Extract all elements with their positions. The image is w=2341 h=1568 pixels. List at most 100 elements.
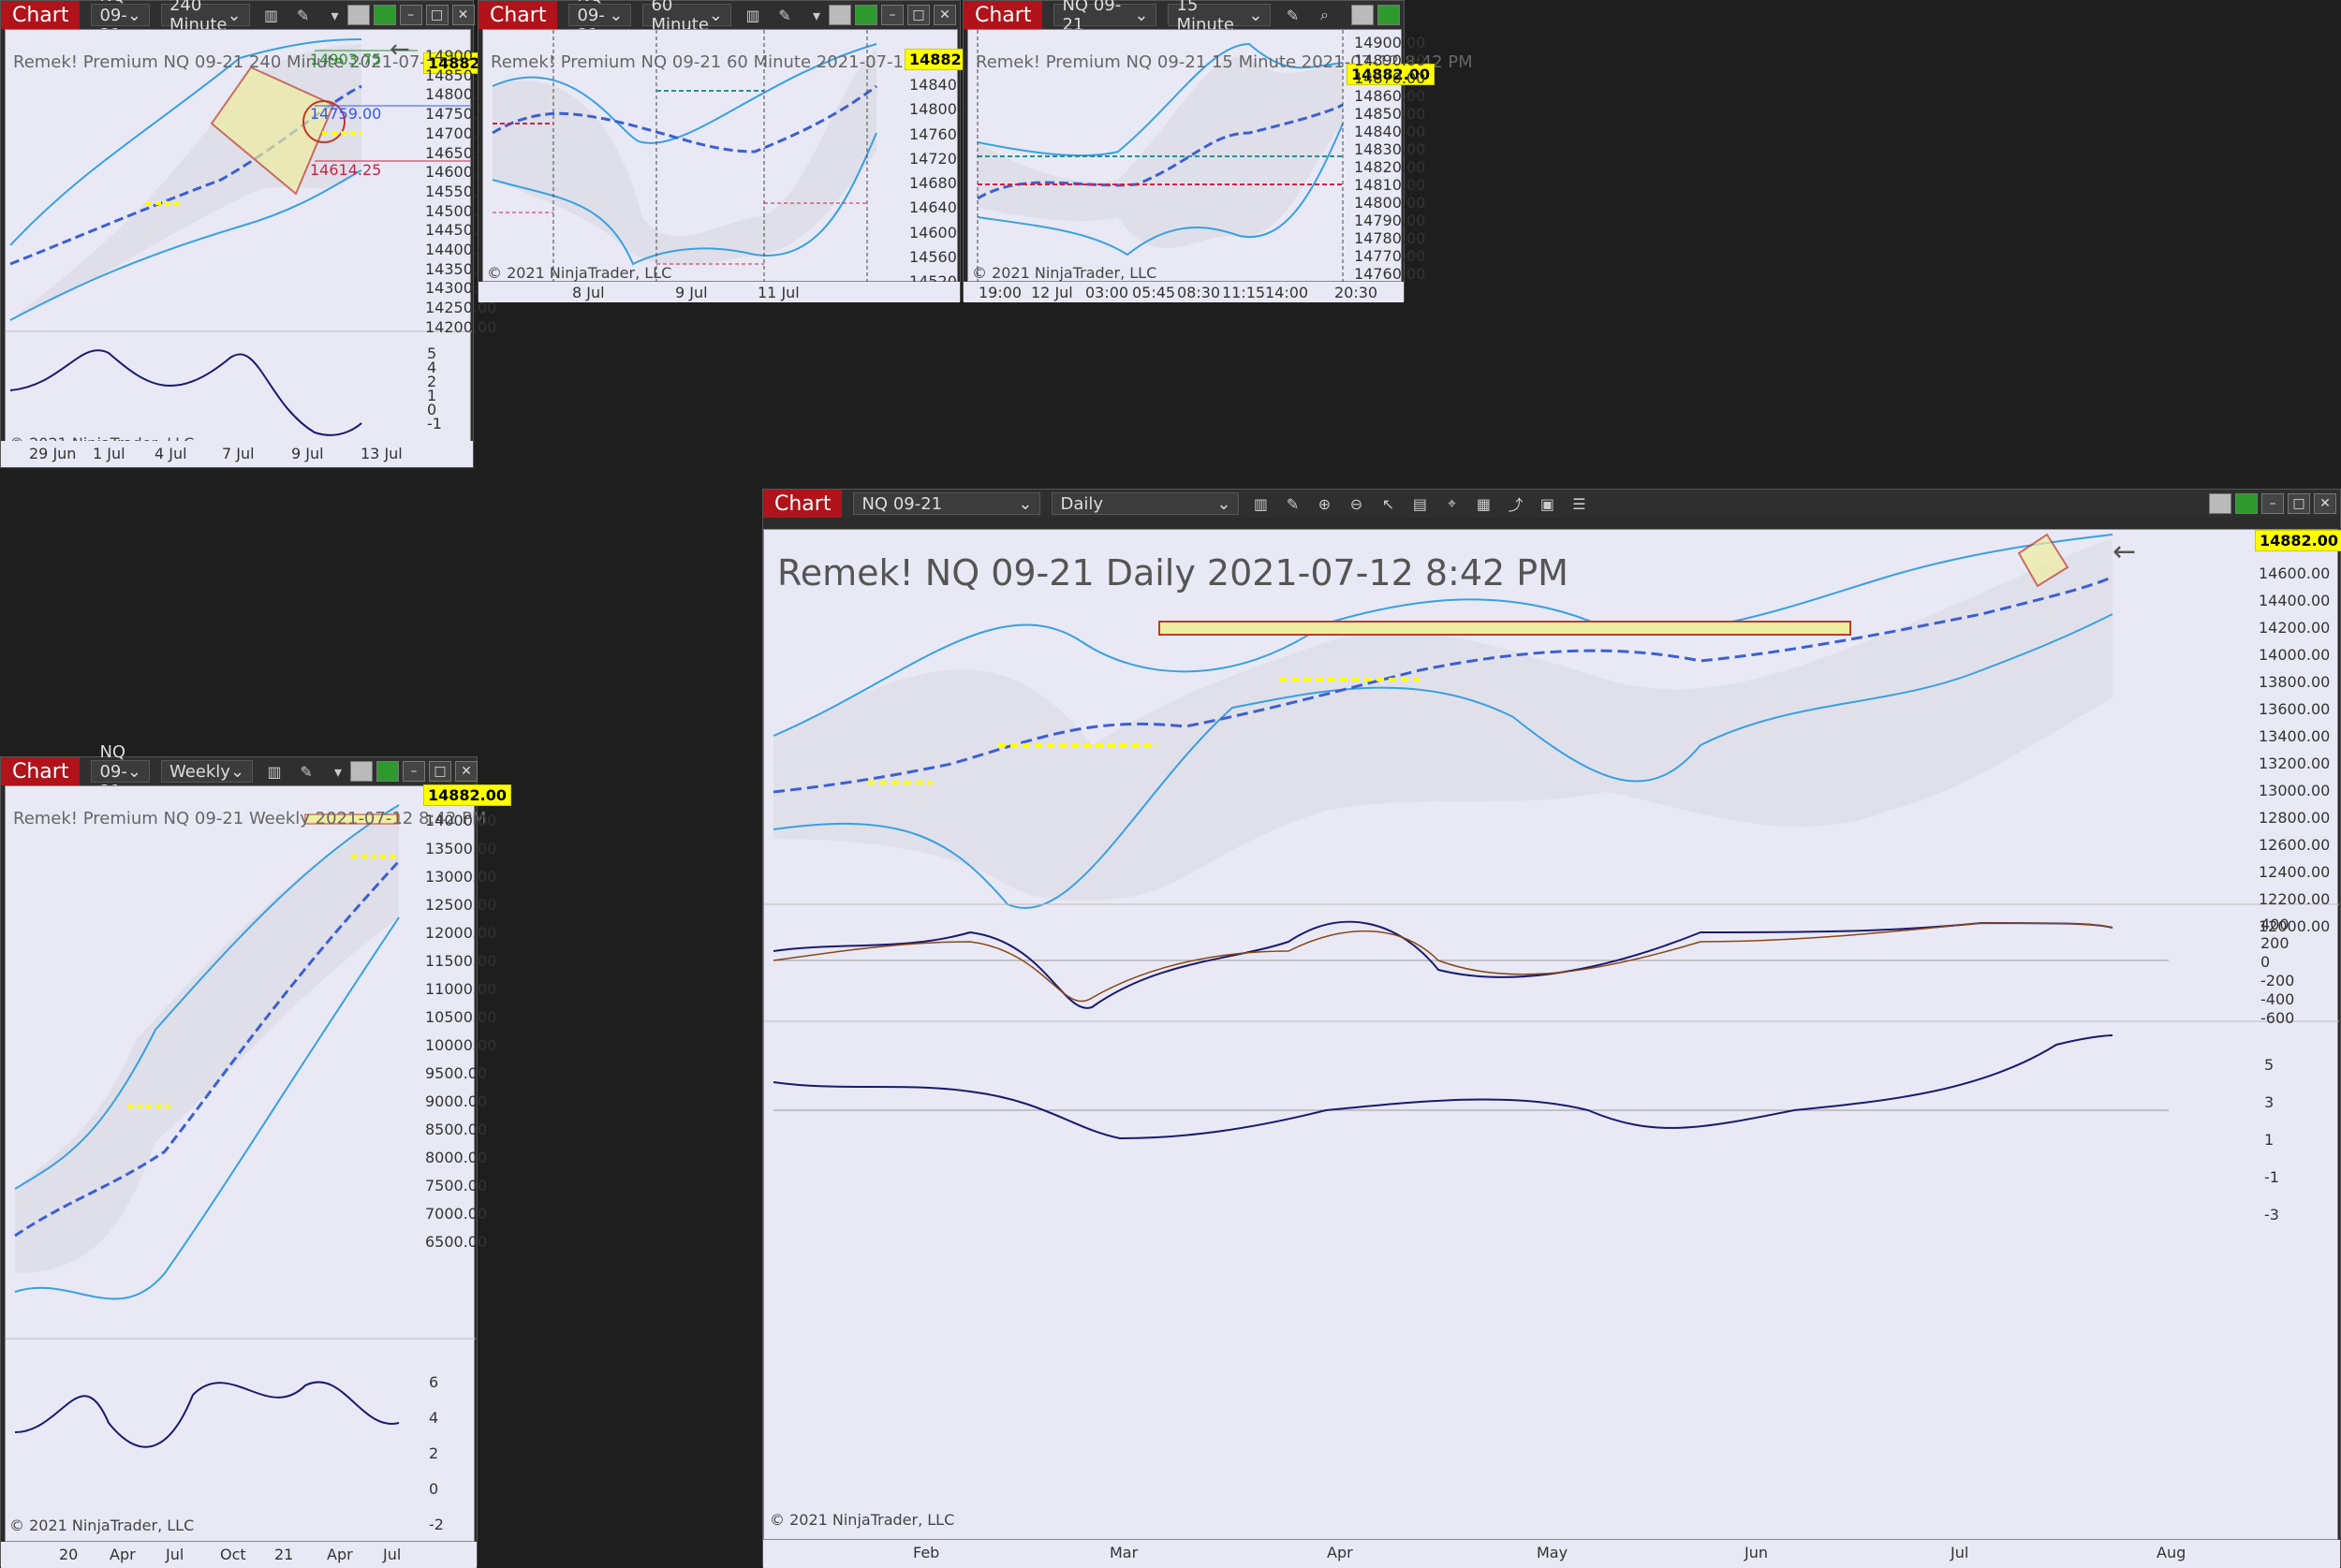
instrument-selector[interactable]: NQ 09-21⌄ xyxy=(91,0,150,45)
bar-style-icon[interactable]: ▥ xyxy=(745,6,760,24)
instrument-selector[interactable]: NQ 09-21⌄ xyxy=(1053,0,1157,35)
crosshair-icon[interactable]: ⌖ xyxy=(1447,494,1456,512)
chart-title: Chart xyxy=(1,1,81,29)
draw-pencil-icon[interactable]: ✎ xyxy=(1286,6,1300,24)
bar-style-icon[interactable]: ▥ xyxy=(263,6,279,24)
zoom-icon[interactable]: ⌕ xyxy=(1319,6,1329,23)
instrument-link-button[interactable] xyxy=(855,5,877,25)
copyright: © 2021 NinjaTrader, LLC xyxy=(972,264,1157,282)
price-chart-svg xyxy=(764,533,2339,1140)
instrument-link-button[interactable] xyxy=(2235,493,2258,514)
chart-window-15min: Chart NQ 09-21 ⌄ 15 Minute ⌄ ✎ ⌕ Remek! Pr… xyxy=(963,0,1473,302)
instrument-link-button[interactable] xyxy=(1377,5,1400,25)
last-price-marker: 14882.00 xyxy=(2255,530,2341,551)
chart-title: Chart xyxy=(1,757,81,785)
annotation-mid-price: 14759.00 xyxy=(310,105,382,123)
chart-header: Remek! Premium NQ 09-21 60 Minute 2021-0… xyxy=(491,52,988,72)
instrument-link-button[interactable] xyxy=(373,5,396,25)
zoom-out-icon[interactable]: ⊖ xyxy=(1349,494,1363,513)
templates-icon[interactable]: ▣ xyxy=(1539,494,1555,513)
back-arrow-icon[interactable]: ← xyxy=(2113,535,2137,568)
timeframe-selector[interactable]: Daily ⌄ xyxy=(1052,492,1240,515)
draw-pencil-icon[interactable]: ✎ xyxy=(778,6,791,24)
copyright: © 2021 NinjaTrader, LLC xyxy=(487,264,672,282)
x-axis: 20 Apr Jul Oct 21 Apr Jul xyxy=(1,1542,477,1568)
link-button[interactable] xyxy=(829,5,851,25)
x-axis: 29 Jun 1 Jul 4 Jul 7 Jul 9 Jul 13 Jul xyxy=(1,441,473,467)
timeframe-selector[interactable]: 240 Minute ⌄ xyxy=(160,0,250,35)
chart-window-60min: Chart NQ 09-21⌄ 60 Minute⌄ ▥ ✎ ▾ – □ ✕ xyxy=(478,0,994,302)
window-toolbar: Chart NQ 09-21⌄ 60 Minute⌄ ▥ ✎ ▾ – □ ✕ xyxy=(479,0,960,45)
maximize-button[interactable]: □ xyxy=(2288,493,2310,514)
pointer-icon[interactable]: ↖ xyxy=(1381,494,1395,513)
close-button[interactable]: ✕ xyxy=(455,761,479,782)
close-button[interactable]: ✕ xyxy=(934,5,956,25)
link-button[interactable] xyxy=(2209,493,2231,514)
chart-pane[interactable]: Remek! Premium NQ 09-21 240 Minute 2021-… xyxy=(5,29,521,465)
bar-style-icon[interactable]: ▥ xyxy=(267,762,282,781)
chart-pane[interactable]: Remek! NQ 09-21 Daily 2021-07-12 8:42 PM… xyxy=(763,529,2341,1540)
close-button[interactable]: ✕ xyxy=(2314,493,2336,514)
indicators-icon[interactable]: ▦ xyxy=(1476,494,1492,513)
annotation-low-price: 14614.25 xyxy=(310,161,382,179)
chevron-down-icon[interactable]: ▾ xyxy=(331,6,339,24)
chevron-down-icon: ⌄ xyxy=(609,5,624,25)
minimize-button[interactable]: – xyxy=(881,5,904,25)
minimize-button[interactable]: – xyxy=(2261,493,2284,514)
instrument-link-button[interactable] xyxy=(376,761,400,782)
x-axis: 19:00 12 Jul 03:00 05:45 08:30 11:15 14:00 20:3… xyxy=(964,282,1404,302)
chevron-down-icon: ⌄ xyxy=(708,5,723,25)
chart-pane[interactable]: Remek! Premium NQ 09-21 Weekly 2021-07-1… xyxy=(5,784,512,1542)
y-axis: 14900.00 14890.00 14870.00 14860.00 14850.00… xyxy=(1354,34,1426,283)
maximize-button[interactable]: □ xyxy=(907,5,930,25)
y-axis: 14000.00 13500.00 13000.00 12500.00 12000.00… xyxy=(425,812,497,1251)
sub-y-axis: 6 4 2 0 -2 xyxy=(429,1373,444,1533)
link-button[interactable] xyxy=(350,761,374,782)
chevron-down-icon: ⌄ xyxy=(126,5,141,25)
timeframe-selector[interactable]: 60 Minute ⌄ xyxy=(642,0,731,35)
price-chart-svg xyxy=(492,30,877,283)
copyright: © 2021 NinjaTrader, LLC xyxy=(770,1511,955,1529)
chevron-down-icon: ⌄ xyxy=(1018,493,1033,514)
price-chart-svg xyxy=(977,30,1344,283)
window-toolbar: Chart NQ 09-21⌄ Weekly⌄ ▥ ✎ ▾ – □ ✕ xyxy=(1,742,479,801)
window-toolbar: Chart NQ 09-21⌄ 240 Minute⌄ ▥ ✎ ▾ – □ ✕ xyxy=(1,0,475,45)
chart-header: Remek! Premium NQ 09-21 240 Minute 2021-… xyxy=(13,52,522,72)
draw-pencil-icon[interactable]: ✎ xyxy=(1286,494,1300,513)
chevron-down-icon: ⌄ xyxy=(229,761,245,782)
link-button[interactable] xyxy=(346,5,370,25)
timeframe-selector[interactable]: Weekly ⌄ xyxy=(160,760,254,783)
minimize-button[interactable]: – xyxy=(403,761,426,782)
zoom-in-icon[interactable]: ⊕ xyxy=(1318,494,1332,513)
data-box-icon[interactable]: ▤ xyxy=(1412,494,1428,513)
bar-style-icon[interactable]: ▥ xyxy=(1253,494,1269,513)
chevron-down-icon[interactable]: ▾ xyxy=(334,762,343,781)
draw-pencil-icon[interactable]: ✎ xyxy=(300,762,313,781)
last-price-marker: 14882.00 xyxy=(423,784,512,806)
properties-icon[interactable]: ☰ xyxy=(1572,494,1586,513)
chevron-down-icon: ⌄ xyxy=(126,761,141,782)
instrument-selector[interactable]: NQ 09-21⌄ xyxy=(91,742,150,801)
instrument-selector[interactable]: NQ 09-21⌄ xyxy=(853,492,1041,515)
minimize-button[interactable]: – xyxy=(399,5,422,25)
timeframe-selector[interactable]: 15 Minute ⌄ xyxy=(1168,0,1272,35)
chevron-down-icon[interactable]: ▾ xyxy=(812,6,821,24)
oscillator-y-axis: 5 3 1 -1 -3 xyxy=(2264,1056,2279,1224)
chart-pane[interactable]: Remek! Premium NQ 09-21 15 Minute 2021-0… xyxy=(967,29,1473,283)
chart-header: Remek! Premium NQ 09-21 Weekly 2021-07-1… xyxy=(13,809,487,828)
link-button[interactable] xyxy=(1351,5,1374,25)
draw-pencil-icon[interactable]: ✎ xyxy=(296,6,310,24)
chevron-down-icon: ⌄ xyxy=(1134,5,1149,25)
strategy-icon[interactable]: ⤴ xyxy=(1508,496,1524,514)
last-price-marker: 14882.00 xyxy=(1347,64,1436,85)
maximize-button[interactable]: □ xyxy=(425,5,449,25)
price-chart-svg xyxy=(6,38,472,436)
back-arrow-icon[interactable]: ← xyxy=(390,36,410,64)
chart-title: Chart xyxy=(964,1,1043,29)
maximize-button[interactable]: □ xyxy=(429,761,452,782)
instrument-selector[interactable]: NQ 09-21⌄ xyxy=(568,0,632,45)
annotation-top-price: 14903.75 xyxy=(310,51,382,68)
close-button[interactable]: ✕ xyxy=(451,5,475,25)
chevron-down-icon: ⌄ xyxy=(1216,493,1231,514)
chart-pane[interactable]: Remek! Premium NQ 09-21 60 Minute 2021-0… xyxy=(482,29,994,290)
